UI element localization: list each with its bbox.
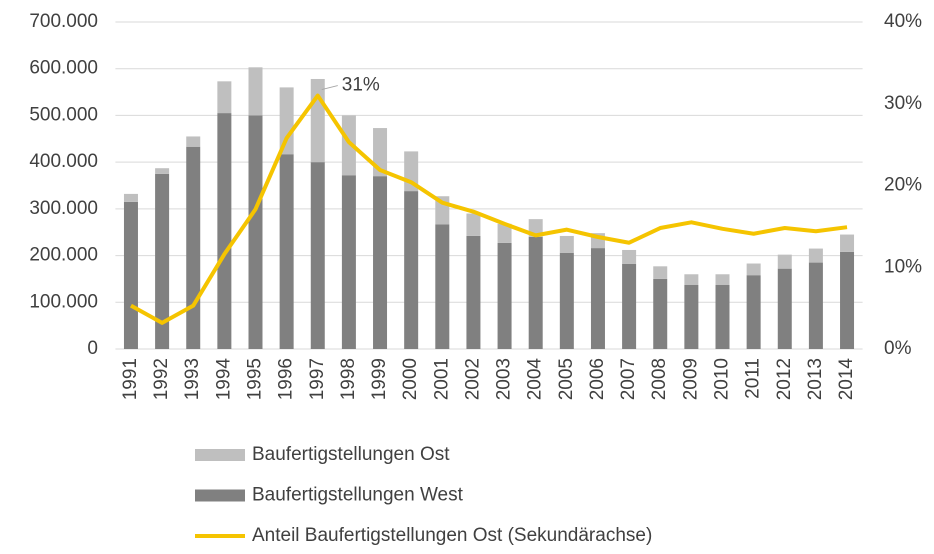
x-tick-label: 1995 bbox=[245, 358, 266, 400]
x-tick-label: 2005 bbox=[556, 358, 577, 400]
x-tick-label: 1993 bbox=[182, 358, 203, 400]
x-tick-label: 2003 bbox=[494, 358, 515, 400]
bar bbox=[559, 235, 574, 253]
bar bbox=[746, 275, 761, 349]
bar bbox=[248, 115, 263, 349]
legend-label: Baufertigstellungen Ost bbox=[252, 444, 450, 465]
bar bbox=[373, 176, 388, 349]
x-tick-label: 2006 bbox=[587, 358, 608, 400]
bar bbox=[186, 146, 201, 349]
x-tick-label: 2004 bbox=[525, 358, 546, 401]
x-tick-label: 1997 bbox=[307, 358, 328, 400]
bar bbox=[622, 263, 637, 349]
x-tick-label: 2000 bbox=[400, 358, 421, 400]
x-tick-label: 1991 bbox=[120, 358, 141, 400]
x-tick-label: 2007 bbox=[618, 358, 639, 400]
bar bbox=[684, 274, 699, 286]
bar bbox=[622, 249, 637, 264]
y-tick-label: 300.000 bbox=[29, 198, 98, 219]
bar bbox=[746, 263, 761, 276]
line bbox=[130, 93, 848, 325]
x-tick-label: 2011 bbox=[743, 358, 764, 399]
bar bbox=[653, 266, 668, 279]
bar bbox=[715, 285, 730, 349]
bar bbox=[217, 81, 232, 114]
bar bbox=[466, 235, 481, 349]
bar bbox=[715, 274, 730, 286]
x-tick-label: 2002 bbox=[462, 358, 483, 400]
x-tick-label: 2014 bbox=[836, 358, 857, 401]
y-tick-label: 600.000 bbox=[29, 58, 98, 79]
bar bbox=[840, 251, 855, 349]
y2-tick-label: 40% bbox=[884, 11, 922, 32]
bar bbox=[466, 213, 481, 236]
bar bbox=[684, 285, 699, 349]
x-tick-label: 1992 bbox=[151, 358, 172, 400]
x-tick-label: 2008 bbox=[649, 358, 670, 400]
y-tick-label: 0 bbox=[87, 338, 98, 359]
bar bbox=[590, 248, 605, 349]
y2-tick-label: 20% bbox=[884, 175, 922, 196]
y2-tick-label: 10% bbox=[884, 256, 922, 277]
bar bbox=[497, 223, 512, 243]
x-tick-label: 2001 bbox=[431, 358, 452, 400]
y2-tick-label: 0% bbox=[884, 338, 912, 359]
x-tick-label: 1994 bbox=[213, 358, 234, 401]
data-label: 31% bbox=[342, 75, 380, 96]
legend-swatch bbox=[195, 489, 245, 502]
bar bbox=[559, 252, 574, 349]
y-tick-label: 200.000 bbox=[29, 245, 98, 266]
x-tick-label: 1996 bbox=[276, 358, 297, 400]
x-tick-label: 2012 bbox=[774, 358, 795, 400]
bar bbox=[497, 242, 512, 349]
bar bbox=[404, 191, 419, 349]
y-tick-label: 500.000 bbox=[29, 104, 98, 125]
x-tick-label: 2013 bbox=[805, 358, 826, 400]
bar bbox=[653, 278, 668, 349]
x-tick-label: 2010 bbox=[712, 358, 733, 400]
x-tick-label: 1998 bbox=[338, 358, 359, 400]
bar bbox=[248, 67, 263, 116]
leader-line bbox=[321, 85, 338, 91]
legend-label: Baufertigstellungen West bbox=[252, 485, 464, 506]
bar bbox=[341, 115, 356, 176]
bar bbox=[123, 193, 138, 202]
bar bbox=[808, 262, 823, 349]
bar bbox=[279, 154, 294, 349]
legend-swatch bbox=[195, 449, 245, 461]
bar bbox=[186, 136, 201, 147]
bar bbox=[310, 162, 325, 349]
bar bbox=[373, 128, 388, 177]
bar bbox=[777, 254, 792, 269]
y-tick-label: 700.000 bbox=[29, 11, 98, 32]
bar bbox=[528, 236, 543, 349]
y-tick-label: 400.000 bbox=[29, 151, 98, 172]
bar bbox=[777, 268, 792, 349]
y2-tick-label: 30% bbox=[884, 93, 922, 114]
bar bbox=[435, 224, 450, 349]
bar bbox=[279, 87, 294, 155]
bar bbox=[840, 234, 855, 252]
bar bbox=[808, 248, 823, 263]
y-tick-label: 100.000 bbox=[29, 291, 98, 312]
bar bbox=[155, 168, 170, 174]
bar bbox=[310, 78, 325, 163]
x-tick-label: 2009 bbox=[680, 358, 701, 400]
x-tick-label: 1999 bbox=[369, 358, 390, 400]
bar bbox=[155, 173, 170, 349]
legend-label: Anteil Baufertigstellungen Ost (Sekundär… bbox=[252, 525, 652, 546]
bar bbox=[341, 175, 356, 349]
bar bbox=[217, 113, 232, 349]
bar bbox=[123, 201, 138, 349]
